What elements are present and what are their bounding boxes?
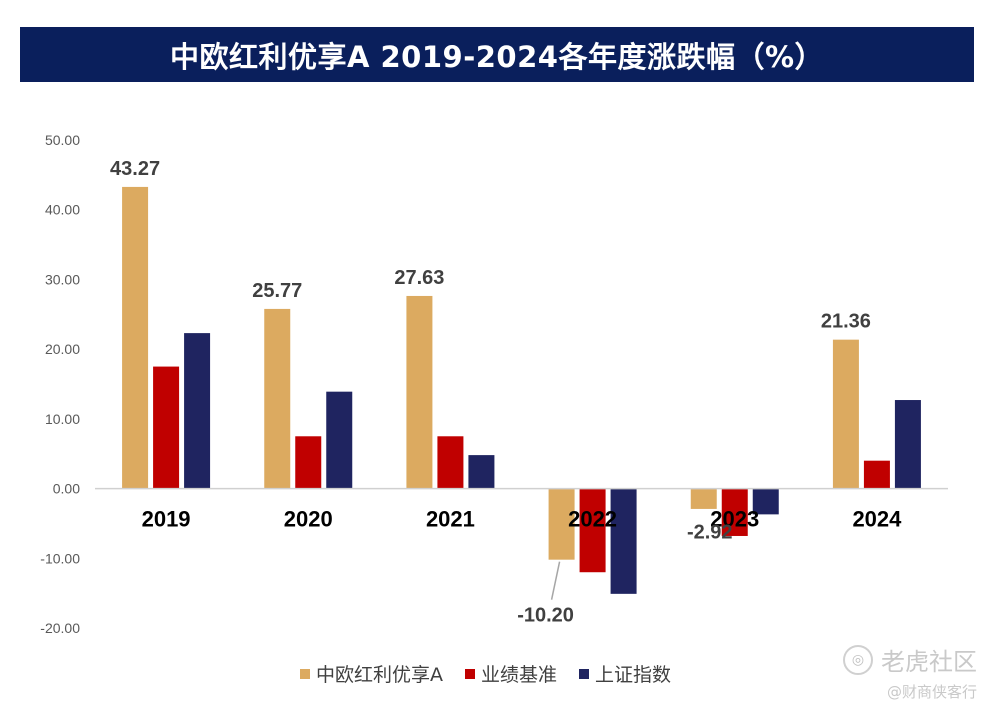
legend-item-index: 上证指数	[579, 660, 671, 687]
chart-title: 中欧红利优享A 2019-2024各年度涨跌幅（%）	[169, 39, 825, 74]
bar	[295, 436, 322, 489]
y-tick-label: 0.00	[53, 481, 80, 497]
bar	[610, 488, 637, 594]
tiger-logo-icon: ◎	[843, 644, 873, 675]
x-tick-label: 2019	[142, 507, 191, 532]
y-tick-label: 30.00	[45, 271, 80, 287]
data-label: -10.20	[517, 605, 574, 627]
legend-swatch-benchmark	[465, 668, 475, 679]
bar	[406, 295, 433, 489]
y-tick-label: -10.00	[40, 550, 80, 566]
data-label: 43.27	[110, 158, 160, 180]
bar	[752, 488, 779, 515]
legend: 中欧红利优享A 业绩基准 上证指数	[300, 660, 671, 687]
bar	[184, 333, 211, 489]
legend-label-index: 上证指数	[595, 664, 672, 686]
bar	[721, 488, 748, 536]
legend-swatch-index	[579, 668, 590, 679]
legend-label-benchmark: 业绩基准	[481, 664, 558, 686]
leader-line	[550, 561, 561, 600]
bar	[122, 186, 149, 489]
legend-item-benchmark: 业绩基准	[465, 660, 557, 687]
x-tick-label: 2020	[284, 507, 333, 532]
data-label: 25.77	[252, 280, 302, 302]
legend-item-fund: 中欧红利优享A	[300, 660, 443, 687]
bar	[264, 308, 291, 489]
x-tick-label: 2023	[710, 507, 759, 532]
legend-swatch-fund	[300, 668, 310, 679]
data-label: 21.36	[821, 311, 871, 333]
bar	[468, 455, 495, 489]
bar	[832, 339, 859, 489]
watermark: ◎ 老虎社区 @财商侠客行	[843, 642, 977, 702]
bar	[326, 391, 353, 489]
legend-label-fund: 中欧红利优享A	[316, 664, 443, 686]
watermark-sub: @财商侠客行	[886, 683, 977, 701]
title-bar: 中欧红利优享A 2019-2024各年度涨跌幅（%）	[20, 27, 974, 82]
bar	[894, 400, 921, 489]
y-tick-label: 20.00	[45, 341, 80, 357]
y-tick-label: 40.00	[45, 202, 80, 218]
data-label: -2.92	[687, 522, 733, 544]
bar	[579, 488, 606, 573]
y-tick-label: 50.00	[45, 132, 80, 148]
bar	[863, 460, 890, 489]
y-tick-label: 10.00	[45, 411, 80, 427]
bar	[437, 436, 464, 489]
bar	[690, 488, 717, 509]
data-label: 27.63	[394, 267, 444, 289]
watermark-brand: 老虎社区	[881, 648, 977, 676]
x-tick-label: 2022	[568, 507, 617, 532]
bar	[548, 488, 575, 560]
bar	[153, 366, 180, 489]
x-tick-label: 2021	[426, 507, 475, 532]
y-tick-label: -20.00	[40, 620, 80, 636]
x-tick-label: 2024	[852, 507, 902, 532]
